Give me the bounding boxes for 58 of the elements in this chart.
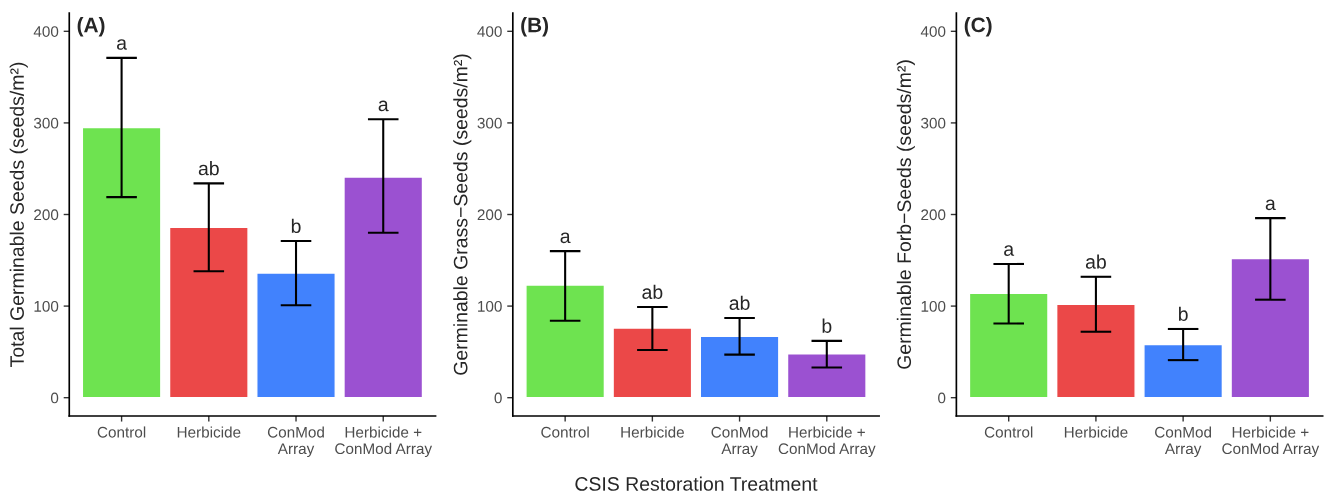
chart-title: (A): [77, 17, 105, 37]
x-tick-label: ConMod Array: [1155, 426, 1212, 458]
bar: [1230, 257, 1311, 399]
bar: [968, 292, 1049, 399]
annotation: ab: [729, 295, 750, 310]
y-tick-label: 300: [921, 117, 946, 129]
annotation: a: [1004, 245, 1015, 256]
x-tick-label: Herbicide + ConMod Array: [335, 426, 433, 458]
annotation: b: [291, 218, 301, 234]
bar: [786, 353, 867, 399]
y-axis-title: Germinable Forb−Seeds (seeds/m²): [896, 60, 915, 369]
x-axis-title: CSIS Restoration Treatment: [575, 476, 818, 491]
y-tick-label: 0: [938, 392, 946, 404]
annotation: ab: [198, 161, 219, 176]
y-tick-label: 300: [33, 117, 59, 129]
x-tick-label: Herbicide + ConMod Array: [1222, 426, 1320, 458]
y-tick-label: 400: [33, 26, 59, 37]
bar: [1055, 303, 1136, 399]
bar: [343, 176, 424, 399]
bar: [256, 272, 336, 399]
chart-title: (C): [964, 17, 992, 37]
y-tick-label: 400: [920, 26, 946, 37]
annotation: ab: [1085, 254, 1106, 269]
y-tick-label: 100: [921, 300, 946, 312]
x-tick-label: Herbicide + ConMod Array: [778, 426, 876, 458]
bar: [612, 327, 693, 399]
x-tick-label: Control: [541, 426, 589, 438]
y-tick-label: 0: [50, 392, 59, 404]
bar: [525, 284, 606, 399]
annotation: a: [560, 232, 571, 244]
bar: [699, 335, 780, 399]
x-tick-label: Herbicide: [621, 426, 684, 438]
chart-title: (B): [521, 17, 549, 37]
y-tick-label: 200: [477, 209, 502, 221]
annotation: ab: [642, 284, 663, 299]
x-tick-label: ConMod Array: [267, 426, 324, 458]
x-tick-label: Herbicide: [177, 426, 241, 438]
x-tick-label: ConMod Array: [711, 426, 768, 458]
bar: [81, 126, 162, 399]
y-tick-label: 400: [477, 26, 502, 37]
bar: [1143, 343, 1224, 399]
y-tick-label: 300: [477, 117, 502, 129]
annotation: a: [1265, 199, 1276, 211]
y-tick-label: 100: [478, 300, 502, 312]
y-tick-label: 100: [34, 300, 59, 312]
annotation: a: [117, 39, 127, 50]
x-tick-label: Control: [984, 426, 1033, 438]
x-tick-label: Herbicide: [1064, 426, 1128, 438]
annotation: b: [822, 318, 832, 333]
annotation: b: [1178, 306, 1188, 321]
y-tick-label: 0: [494, 392, 502, 404]
y-axis-title: Total Germinable Seeds (seeds/m²): [9, 62, 28, 367]
x-tick-label: Control: [97, 426, 146, 438]
annotation: a: [378, 100, 389, 112]
y-tick-label: 200: [921, 209, 946, 221]
y-axis-title: Germinable Grass−Seeds (seeds/m²): [453, 54, 472, 375]
bar: [168, 226, 249, 399]
y-tick-label: 200: [34, 209, 59, 221]
